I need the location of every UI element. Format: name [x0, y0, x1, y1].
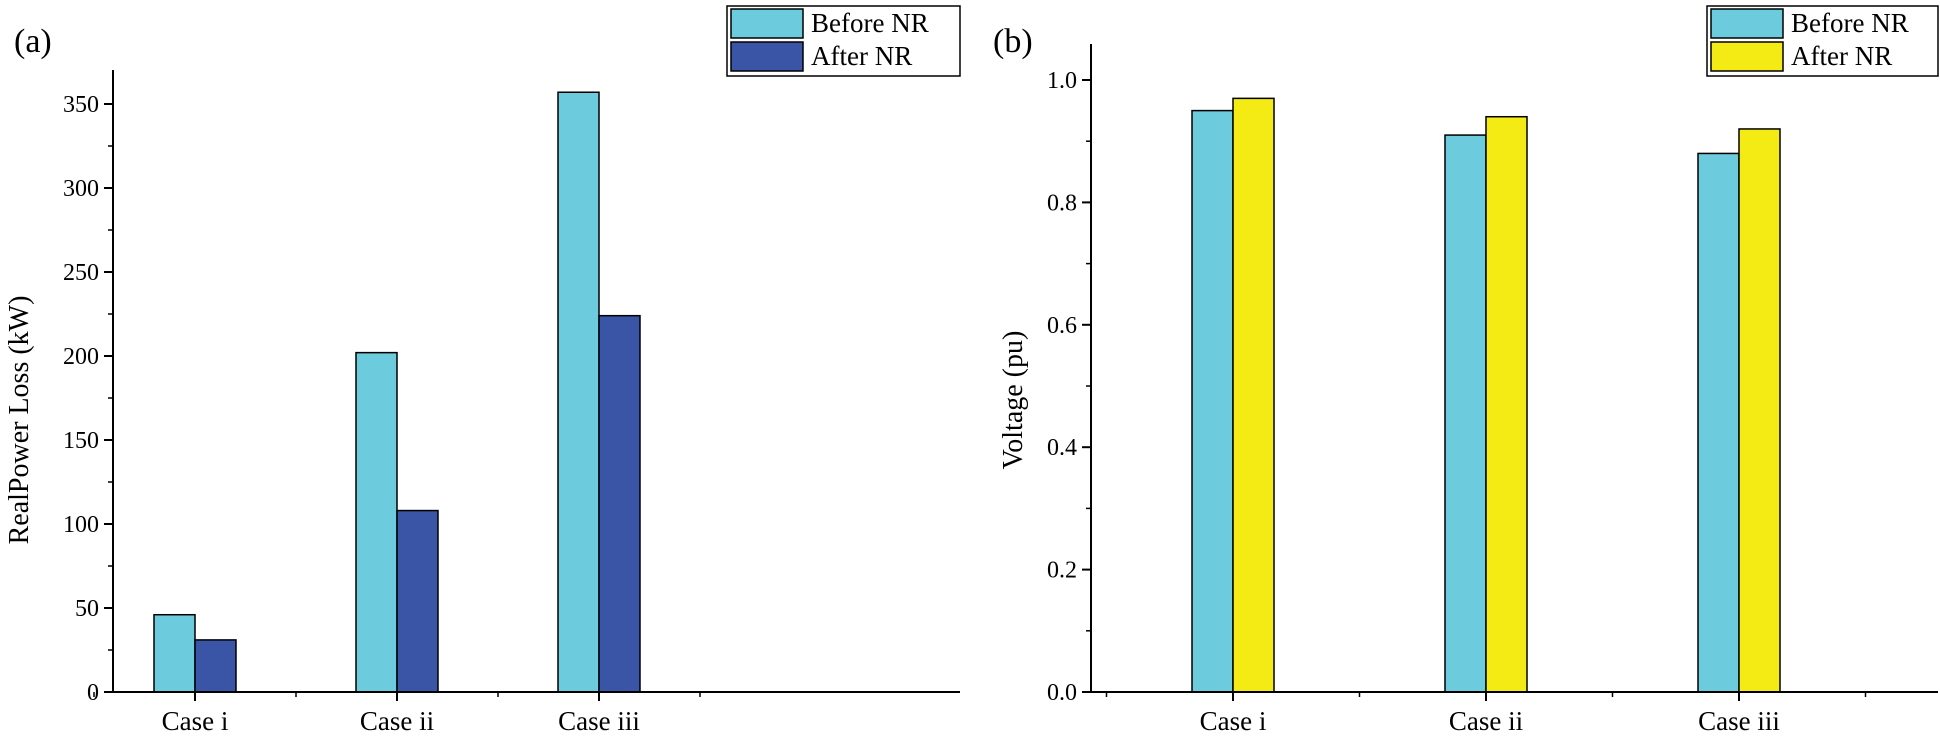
- bar-before-nr-case-i: [153, 613, 196, 693]
- x-category-label: Case i: [162, 706, 229, 736]
- y-tick-label: 300: [63, 176, 99, 202]
- y-tick-label: 0: [87, 680, 99, 706]
- category-labels-b: Case i Case ii Case iii: [1105, 692, 1867, 736]
- bars-a: [153, 91, 641, 693]
- bar-before-nr-case-iii: [557, 91, 600, 693]
- bar-after-nr-case-iii: [598, 314, 641, 693]
- bar-after-nr-case-ii: [1485, 115, 1528, 693]
- bar-after-nr-case-i: [1232, 97, 1275, 693]
- y-ticks-b: 0.0 0.2 0.4 0.6 0.8 1.0: [1047, 68, 1091, 706]
- y-tick-label: 0.0: [1047, 680, 1077, 706]
- bar-before-nr-case-ii: [355, 351, 398, 693]
- panel-label-b: (b): [993, 23, 1033, 60]
- y-tick-label: 150: [63, 428, 99, 454]
- y-tick-label: 200: [63, 344, 99, 370]
- panel-label-a: (a): [14, 23, 52, 60]
- category-labels-a: Case i Case ii Case iii: [93, 692, 701, 736]
- bar-after-nr-case-iii: [1738, 128, 1781, 693]
- bar-after-nr-case-i: [194, 639, 237, 693]
- x-category-label: Case i: [1200, 706, 1267, 736]
- y-axis-title-a: RealPower Loss (kW): [4, 296, 35, 545]
- bar-before-nr-case-i: [1191, 109, 1234, 693]
- x-category-label: Case iii: [558, 706, 640, 736]
- legend-label: Before NR: [1791, 8, 1909, 38]
- bar-after-nr-case-ii: [396, 509, 439, 693]
- bars-b: [1191, 97, 1781, 693]
- y-tick-label: 250: [63, 260, 99, 286]
- legend-swatch: [1710, 8, 1784, 39]
- legend-swatch: [730, 41, 804, 72]
- bar-before-nr-case-iii: [1697, 152, 1740, 693]
- legend-label: After NR: [811, 41, 912, 71]
- panel-a-power-loss-chart: (a) RealPower Loss (kW) 0 50 100 150 200 250 3…: [4, 5, 961, 736]
- legend-label: Before NR: [811, 8, 929, 38]
- y-tick-label: 0.4: [1047, 435, 1077, 461]
- y-tick-label: 350: [63, 92, 99, 118]
- y-ticks-a: 0 50 100 150 200 250 300 350: [63, 92, 113, 706]
- y-tick-label: 1.0: [1047, 68, 1077, 94]
- y-tick-label: 0.2: [1047, 558, 1077, 584]
- x-category-label: Case ii: [1449, 706, 1523, 736]
- legend-label: After NR: [1791, 41, 1892, 71]
- bar-before-nr-case-ii: [1444, 134, 1487, 693]
- y-tick-label: 50: [75, 596, 99, 622]
- legend-swatch: [730, 8, 804, 39]
- x-category-label: Case ii: [360, 706, 434, 736]
- x-category-label: Case iii: [1698, 706, 1780, 736]
- y-axis-title-b: Voltage (pu): [998, 331, 1029, 470]
- y-tick-label: 100: [63, 512, 99, 538]
- y-tick-label: 0.6: [1047, 313, 1077, 339]
- legend-swatch: [1710, 41, 1784, 72]
- y-tick-label: 0.8: [1047, 190, 1077, 216]
- panel-b-voltage-chart: (b) Voltage (pu) 0.0 0.2 0.4 0.6 0.8 1.0 Case…: [993, 5, 1939, 736]
